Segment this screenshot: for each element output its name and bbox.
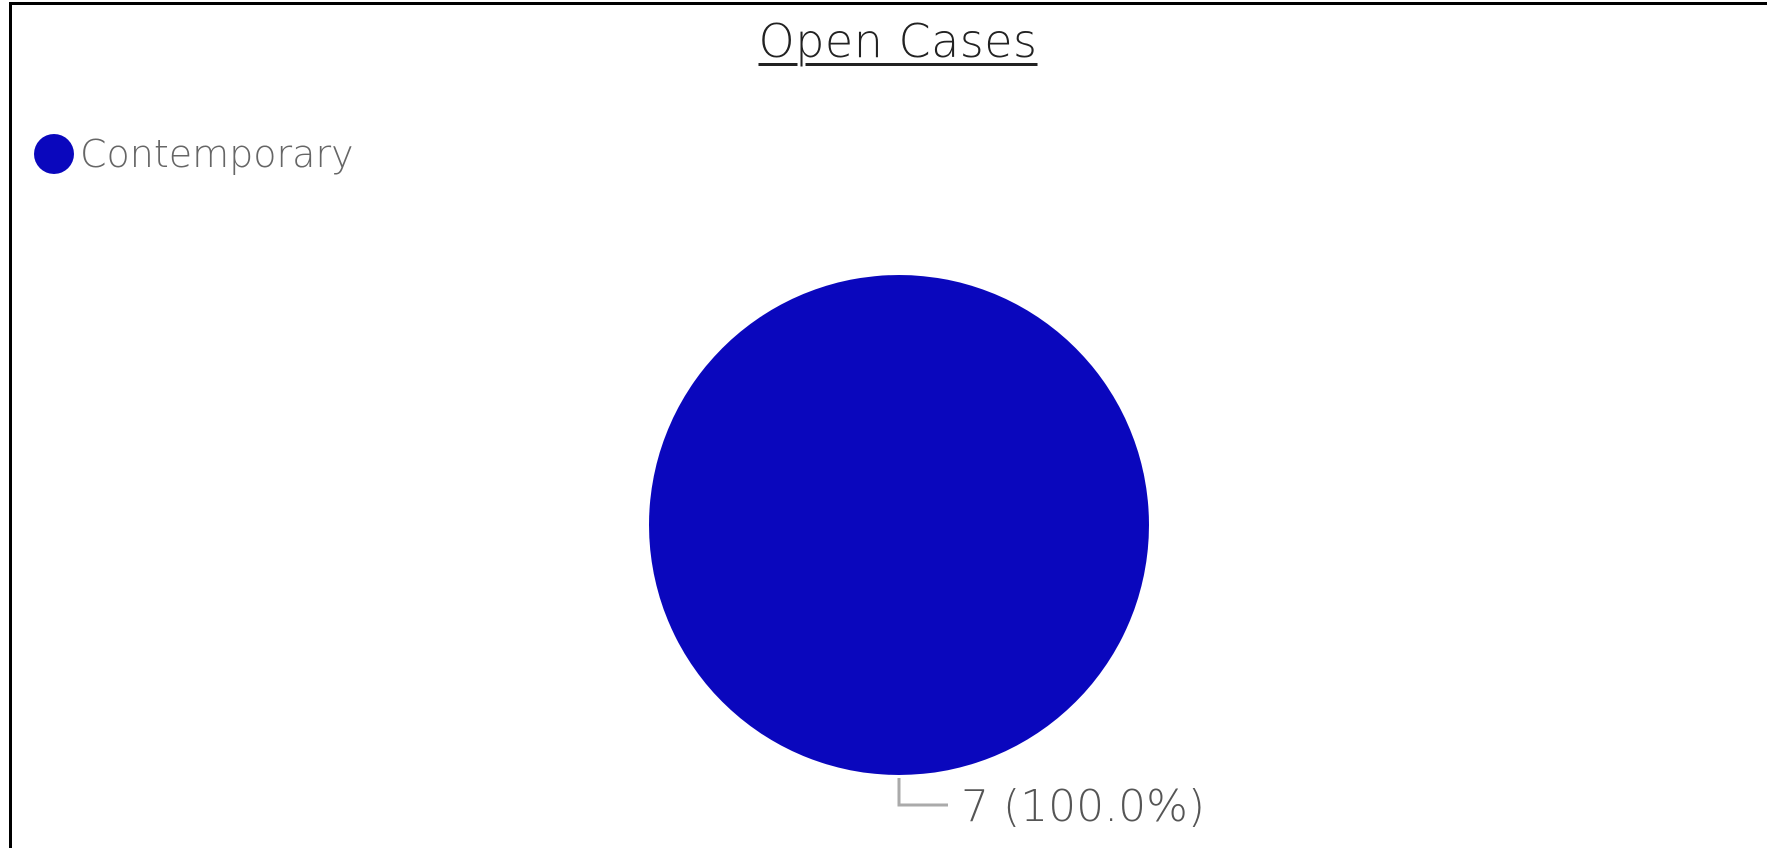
chart-legend: Contemporary xyxy=(34,132,354,176)
leader-line xyxy=(897,778,948,807)
chart-title: Open Cases xyxy=(758,14,1038,68)
legend-swatch-contemporary xyxy=(34,134,74,174)
slice-data-label: 7 (100.0%) xyxy=(961,781,1205,832)
legend-label-contemporary[interactable]: Contemporary xyxy=(80,132,354,176)
pie-slice-contemporary[interactable] xyxy=(649,275,1149,775)
pie-slices xyxy=(649,275,1149,775)
